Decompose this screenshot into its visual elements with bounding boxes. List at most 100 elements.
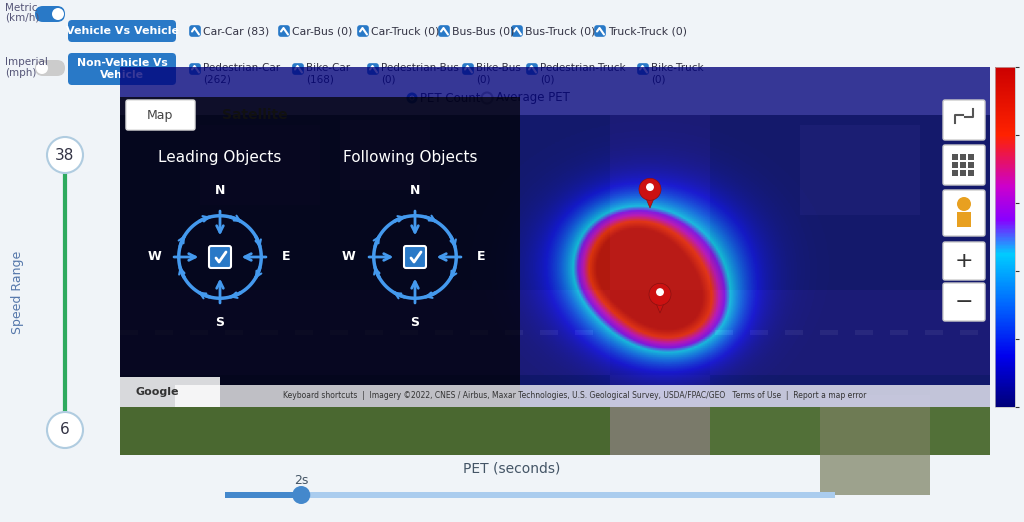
FancyBboxPatch shape	[943, 190, 985, 236]
Text: Truck-Truck (0): Truck-Truck (0)	[608, 26, 687, 36]
Bar	[575, 330, 593, 335]
Bar	[952, 154, 958, 160]
Circle shape	[292, 486, 310, 504]
Text: Pedestrian-Car: Pedestrian-Car	[203, 63, 281, 73]
Bar	[120, 115, 610, 290]
Circle shape	[410, 96, 415, 101]
Text: Imperial: Imperial	[5, 57, 48, 67]
Bar	[330, 330, 348, 335]
Bar	[200, 125, 319, 205]
FancyBboxPatch shape	[35, 60, 65, 76]
FancyBboxPatch shape	[463, 64, 473, 74]
Text: E: E	[282, 251, 290, 264]
Text: (0): (0)	[381, 75, 395, 85]
Text: Car-Truck (0): Car-Truck (0)	[371, 26, 439, 36]
Text: Satellite: Satellite	[222, 108, 288, 122]
FancyBboxPatch shape	[527, 64, 537, 74]
Text: S: S	[411, 316, 420, 329]
Bar	[968, 154, 974, 160]
Bar	[190, 330, 208, 335]
Bar	[610, 290, 710, 375]
FancyBboxPatch shape	[943, 100, 985, 140]
Bar	[505, 330, 523, 335]
Bar	[225, 330, 243, 335]
Bar	[0, 0, 1024, 110]
Text: Average PET: Average PET	[496, 91, 570, 104]
Bar	[968, 162, 974, 168]
FancyBboxPatch shape	[68, 20, 176, 42]
Circle shape	[481, 92, 493, 103]
Bar	[540, 330, 558, 335]
Circle shape	[47, 137, 83, 173]
Text: Bus-Truck (0): Bus-Truck (0)	[525, 26, 595, 36]
Bar	[120, 97, 520, 407]
Polygon shape	[652, 294, 668, 313]
FancyBboxPatch shape	[190, 26, 200, 36]
FancyBboxPatch shape	[35, 6, 65, 22]
Bar	[400, 330, 418, 335]
Text: W: W	[342, 251, 356, 264]
FancyBboxPatch shape	[943, 242, 985, 280]
FancyBboxPatch shape	[368, 64, 378, 74]
Circle shape	[639, 179, 662, 200]
Bar	[435, 330, 453, 335]
Text: Pedestrian-Bus: Pedestrian-Bus	[381, 63, 459, 73]
Circle shape	[407, 92, 418, 103]
Text: 38: 38	[55, 148, 75, 162]
Bar	[120, 377, 220, 407]
Text: Car-Car (83): Car-Car (83)	[203, 26, 269, 36]
Text: W: W	[147, 251, 161, 264]
FancyBboxPatch shape	[943, 145, 985, 185]
Bar	[820, 330, 838, 335]
Bar	[800, 125, 920, 215]
Bar	[365, 330, 383, 335]
Text: Bike-Car: Bike-Car	[306, 63, 350, 73]
Circle shape	[52, 8, 63, 20]
Bar	[260, 330, 278, 335]
Text: Non-Vehicle Vs: Non-Vehicle Vs	[77, 58, 167, 68]
Bar	[968, 170, 974, 176]
Text: (0): (0)	[476, 75, 490, 85]
FancyBboxPatch shape	[404, 246, 426, 268]
Bar	[961, 162, 966, 168]
Text: Vehicle Vs Vehicle: Vehicle Vs Vehicle	[66, 26, 178, 36]
Bar	[225, 492, 835, 498]
Text: Bus-Bus (0): Bus-Bus (0)	[452, 26, 514, 36]
Text: N: N	[215, 184, 225, 197]
Text: 2s: 2s	[294, 474, 308, 488]
FancyBboxPatch shape	[279, 26, 289, 36]
Text: (262): (262)	[203, 75, 230, 85]
Bar	[710, 375, 990, 455]
Text: Keyboard shortcuts  |  Imagery ©2022, CNES / Airbus, Maxar Technologies, U.S. Ge: Keyboard shortcuts | Imagery ©2022, CNES…	[284, 392, 866, 400]
Polygon shape	[642, 189, 657, 208]
Circle shape	[649, 283, 671, 305]
FancyBboxPatch shape	[638, 64, 648, 74]
Bar	[120, 115, 990, 455]
Text: Vehicle: Vehicle	[100, 70, 144, 80]
Circle shape	[957, 197, 971, 211]
Bar	[961, 170, 966, 176]
FancyBboxPatch shape	[512, 26, 522, 36]
FancyBboxPatch shape	[943, 283, 985, 321]
Text: Speed Range: Speed Range	[11, 251, 25, 334]
Bar	[750, 330, 768, 335]
Text: Bike-Bus: Bike-Bus	[476, 63, 521, 73]
FancyBboxPatch shape	[68, 53, 176, 85]
Text: (168): (168)	[306, 75, 334, 85]
Circle shape	[411, 97, 414, 100]
FancyBboxPatch shape	[595, 26, 605, 36]
Bar	[120, 330, 138, 335]
Bar	[961, 154, 966, 160]
Text: −: −	[954, 292, 974, 312]
Text: PET Count: PET Count	[420, 91, 480, 104]
Text: Metric: Metric	[5, 3, 38, 13]
Bar	[820, 395, 930, 495]
Text: Map: Map	[146, 109, 173, 122]
Bar	[470, 330, 488, 335]
Bar	[710, 115, 990, 290]
Text: Bike-Truck: Bike-Truck	[651, 63, 703, 73]
Text: Leading Objects: Leading Objects	[159, 149, 282, 164]
Bar	[225, 492, 301, 498]
Text: Car-Bus (0): Car-Bus (0)	[292, 26, 352, 36]
Circle shape	[47, 412, 83, 448]
